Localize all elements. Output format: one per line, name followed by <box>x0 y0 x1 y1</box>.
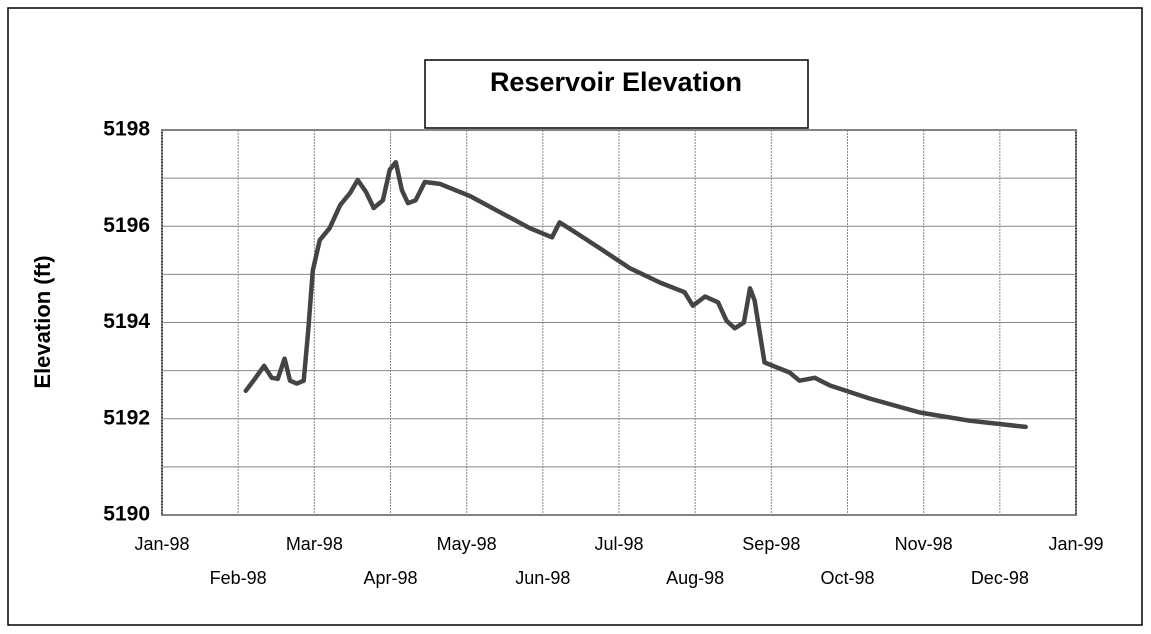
x-tick-label: Feb-98 <box>210 568 267 588</box>
x-tick-label: Jan-99 <box>1048 534 1103 554</box>
x-tick-label: Sep-98 <box>742 534 800 554</box>
x-tick-label: Oct-98 <box>820 568 874 588</box>
x-tick-label: Jul-98 <box>594 534 643 554</box>
y-axis-label: Elevation (ft) <box>30 255 55 388</box>
x-tick-label: Jun-98 <box>515 568 570 588</box>
y-tick-label: 5198 <box>103 118 150 141</box>
data-line <box>243 159 1028 430</box>
x-tick-label: Nov-98 <box>895 534 953 554</box>
x-tick-label: Dec-98 <box>971 568 1029 588</box>
x-tick-label: Aug-98 <box>666 568 724 588</box>
y-tick-label: 5192 <box>103 406 150 429</box>
x-tick-label: Jan-98 <box>134 534 189 554</box>
x-tick-label: Mar-98 <box>286 534 343 554</box>
y-tick-label: 5196 <box>103 214 150 237</box>
y-tick-label: 5194 <box>103 310 150 333</box>
title-box <box>424 59 809 129</box>
y-tick-label: 5190 <box>103 503 150 526</box>
x-tick-label: May-98 <box>437 534 497 554</box>
x-tick-label: Apr-98 <box>363 568 417 588</box>
chart-title: Reservoir Elevation <box>490 67 742 97</box>
